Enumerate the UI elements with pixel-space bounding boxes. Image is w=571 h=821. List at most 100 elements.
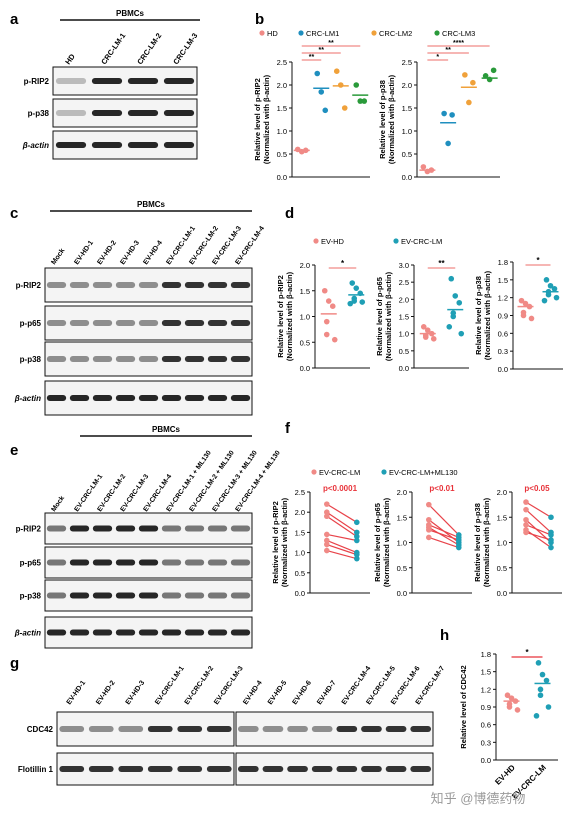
pair-line bbox=[525, 524, 552, 536]
data-point bbox=[523, 516, 529, 523]
band bbox=[311, 726, 333, 732]
band bbox=[237, 766, 259, 772]
band bbox=[262, 726, 284, 732]
y-tick-label: 2.0 bbox=[399, 295, 409, 304]
y-tick-label: 1.5 bbox=[397, 513, 407, 522]
band bbox=[127, 78, 159, 84]
data-point bbox=[545, 291, 552, 298]
data-point bbox=[456, 544, 462, 551]
blot-header: PBMCs bbox=[137, 200, 166, 209]
panel-letter-a: a bbox=[10, 11, 19, 28]
band bbox=[230, 592, 251, 599]
data-point bbox=[361, 98, 368, 104]
row-label: p-p65 bbox=[20, 319, 42, 328]
y-axis-label: Relative level of p-RIP2(Normalized with… bbox=[276, 271, 294, 361]
band bbox=[127, 110, 159, 116]
data-point bbox=[354, 555, 360, 562]
band bbox=[207, 592, 228, 599]
data-point bbox=[535, 660, 542, 666]
lane-label: EV-HD-2 bbox=[95, 679, 117, 706]
data-point bbox=[548, 532, 554, 538]
y-axis-label-line: Relative level of p-p65 bbox=[373, 503, 382, 582]
significance-label: * bbox=[436, 54, 439, 61]
band bbox=[385, 726, 407, 732]
data-point bbox=[323, 331, 330, 338]
lane-label: CRC-LM-1 bbox=[99, 31, 127, 66]
band bbox=[88, 726, 114, 732]
p-value: p<0.05 bbox=[524, 484, 550, 493]
data-point bbox=[321, 287, 328, 294]
band bbox=[138, 592, 159, 599]
band bbox=[184, 629, 205, 636]
row-label: p-p38 bbox=[20, 355, 42, 364]
band bbox=[92, 395, 113, 401]
band bbox=[161, 320, 182, 326]
band bbox=[161, 592, 182, 599]
data-point bbox=[331, 336, 338, 343]
band bbox=[92, 592, 113, 599]
y-tick-label: 1.5 bbox=[497, 513, 507, 522]
data-point bbox=[528, 315, 535, 322]
pair-line bbox=[525, 509, 552, 533]
data-point bbox=[547, 282, 554, 289]
data-point bbox=[456, 299, 463, 306]
y-axis-label-line: Relative level of CDC42 bbox=[459, 665, 468, 748]
scatter-plots: 0.0 0.5 1.0 1.5 2.0 2.5 Relative level of p-RI… bbox=[253, 29, 563, 801]
y-tick-label: 1.0 bbox=[397, 539, 407, 548]
y-tick-label: 2.0 bbox=[402, 81, 412, 90]
pair-line bbox=[428, 529, 459, 541]
lane-label: EV-HD-4 bbox=[242, 679, 264, 706]
data-point bbox=[354, 533, 360, 540]
data-point bbox=[420, 324, 427, 330]
band bbox=[230, 356, 251, 362]
y-tick-label: 0.3 bbox=[498, 347, 508, 356]
pair-line bbox=[326, 533, 357, 542]
band bbox=[138, 320, 159, 326]
data-point bbox=[466, 99, 472, 106]
data-point bbox=[490, 67, 497, 74]
band bbox=[92, 282, 113, 288]
y-tick-label: 2.0 bbox=[295, 508, 305, 517]
y-axis-label-line: Relative level of p-RIP2 bbox=[276, 275, 285, 358]
y-axis-label-line: (Normalized with β-actin) bbox=[384, 271, 393, 361]
y-axis-label-line: (Normalized with β-actin) bbox=[280, 497, 289, 587]
y-tick-label: 1.0 bbox=[497, 539, 507, 548]
y-tick-label: 1.5 bbox=[277, 104, 287, 113]
band bbox=[163, 142, 195, 148]
legend-label: EV-CRC-LM+ML130 bbox=[389, 468, 458, 477]
y-axis-label-line: (Normalized with β-actin) bbox=[262, 74, 271, 164]
data-point bbox=[354, 537, 360, 544]
y-axis-label-line: (Normalized with β-actin) bbox=[483, 270, 492, 360]
band bbox=[118, 766, 144, 772]
y-axis-label: Relative level of p-p38(Normalized with … bbox=[474, 270, 492, 360]
data-point bbox=[543, 677, 550, 684]
band bbox=[184, 525, 205, 532]
data-point bbox=[548, 514, 554, 521]
data-point bbox=[329, 303, 336, 310]
y-axis-label-line: (Normalized with β-actin) bbox=[285, 271, 294, 361]
band bbox=[69, 320, 90, 326]
lane-label: EV-CRC-LM-1 + ML130 bbox=[165, 449, 213, 513]
x-tick-label: EV-HD bbox=[493, 763, 517, 787]
band bbox=[230, 282, 251, 288]
band bbox=[147, 766, 173, 772]
y-tick-label: 1.0 bbox=[300, 313, 310, 322]
band bbox=[177, 726, 203, 732]
panel-letter-c: c bbox=[10, 205, 18, 222]
band bbox=[230, 395, 251, 401]
data-point bbox=[458, 330, 465, 337]
band bbox=[161, 356, 182, 362]
y-axis-label-line: Relative level of p-p38 bbox=[378, 80, 387, 159]
band bbox=[69, 356, 90, 362]
data-point bbox=[357, 98, 364, 104]
y-tick-label: 0.0 bbox=[497, 589, 507, 598]
band bbox=[69, 592, 90, 599]
pair-line bbox=[326, 539, 358, 554]
band bbox=[138, 525, 159, 532]
y-axis-label: Relative level of p-p65(Normalized with … bbox=[373, 497, 391, 587]
band bbox=[184, 592, 205, 599]
lane-label: EV-HD-1 bbox=[73, 239, 95, 266]
y-tick-label: 1.2 bbox=[481, 685, 491, 694]
y-tick-label: 2.0 bbox=[397, 488, 407, 497]
legend-label: EV-CRC-LM bbox=[319, 468, 360, 477]
